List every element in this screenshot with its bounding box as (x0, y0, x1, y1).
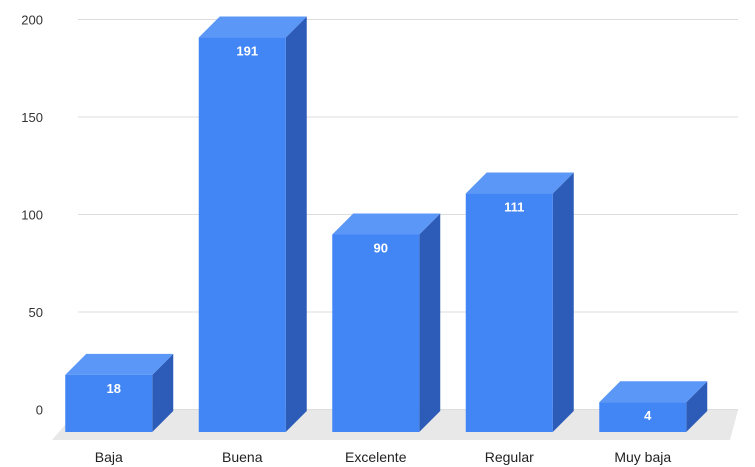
x-axis-labels: Baja Buena Excelente Regular Muy baja (95, 449, 672, 465)
bar-front-face (465, 193, 553, 432)
bar-side-face (552, 172, 574, 433)
y-axis-ticks: 0 50 100 150 200 (21, 13, 43, 418)
y-tick-label: 50 (29, 305, 43, 320)
x-tick-label: Buena (222, 449, 263, 465)
bar-front-face (198, 37, 286, 433)
bar-muy-baja: 4 (599, 381, 708, 432)
bar-front-face (599, 402, 687, 432)
bar-side-face (686, 381, 708, 432)
y-tick-label: 150 (21, 110, 43, 125)
x-tick-label: Muy baja (614, 449, 671, 465)
bar-front-face (332, 234, 420, 432)
x-tick-label: Regular (485, 449, 534, 465)
data-label: 4 (644, 408, 652, 423)
data-label: 90 (374, 241, 388, 256)
bar-side-face (419, 213, 441, 432)
bars: 18 191 90 111 4 (65, 16, 708, 433)
bar-baja: 18 (65, 353, 174, 432)
x-tick-label: Baja (95, 449, 123, 465)
y-tick-label: 100 (21, 208, 43, 223)
bar-side-face (152, 353, 174, 432)
data-label: 191 (236, 44, 258, 59)
y-tick-label: 200 (21, 13, 43, 28)
x-tick-label: Excelente (345, 449, 407, 465)
bar-top-face (465, 172, 574, 194)
data-label: 18 (107, 381, 121, 396)
data-label: 111 (504, 200, 524, 215)
bar-excelente: 90 (332, 213, 441, 432)
bar-top-face (332, 213, 441, 235)
bar-regular: 111 (465, 172, 574, 433)
bar-front-face (65, 374, 153, 432)
bar-top-face (198, 16, 307, 38)
bar-side-face (285, 16, 307, 433)
bar-top-face (65, 353, 174, 375)
y-tick-label: 0 (36, 403, 43, 418)
bar-buena: 191 (198, 16, 307, 433)
bar-top-face (599, 381, 708, 403)
